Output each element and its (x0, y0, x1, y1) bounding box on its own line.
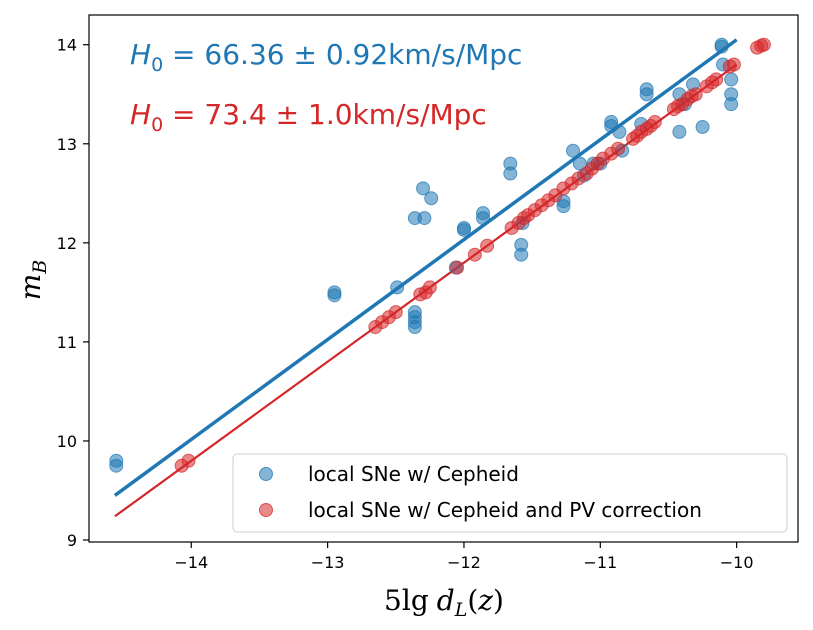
point-cepheid-37 (672, 124, 687, 139)
point-pv-48 (756, 37, 771, 52)
data-points (109, 37, 771, 473)
point-pv-34 (647, 114, 662, 129)
point-pv-11 (480, 238, 495, 253)
point-cepheid-17 (476, 211, 491, 226)
point-pv-10 (467, 247, 482, 262)
y-tick-label: 11 (57, 333, 77, 352)
point-cepheid-25 (566, 143, 581, 158)
annotation-h0-pv: H0 = 73.4 ± 1.0km/s/Mpc (130, 98, 487, 136)
point-cepheid-3 (327, 288, 342, 303)
point-cepheid-45 (724, 72, 739, 87)
y-tick-label: 9 (67, 531, 77, 550)
point-cepheid-47 (724, 97, 739, 112)
point-cepheid-12 (424, 191, 439, 206)
plot-frame (88, 14, 799, 543)
point-pv-40 (688, 87, 703, 102)
legend-label-cepheid: local SNe w/ Cepheid (308, 462, 519, 486)
y-tick-label: 12 (57, 234, 77, 253)
legend-marker-cepheid (259, 467, 273, 481)
fit-line-cepheid (113, 38, 738, 497)
point-pv-9 (450, 260, 465, 275)
x-tick-label: −14 (174, 553, 208, 572)
legend: local SNe w/ Cepheid local SNe w/ Cephei… (232, 453, 788, 533)
point-cepheid-32 (612, 124, 627, 139)
point-cepheid-24 (556, 199, 571, 214)
y-tick-label: 13 (57, 135, 77, 154)
legend-label-pv: local SNe w/ Cepheid and PV correction (308, 498, 702, 522)
x-tick-label: −11 (583, 553, 617, 572)
x-tick-label: −12 (447, 553, 481, 572)
point-cepheid-41 (695, 119, 710, 134)
point-pv-1 (181, 453, 196, 468)
y-tick-label: 10 (57, 432, 77, 451)
point-pv-5 (388, 305, 403, 320)
x-axis-ticks: −14 −13 −12 −11 −10 (174, 542, 754, 572)
x-tick-label: −10 (720, 553, 754, 572)
legend-marker-pv (259, 503, 273, 517)
x-tick-label: −13 (311, 553, 345, 572)
point-cepheid-15 (456, 220, 471, 235)
annotation-h0-cepheid: H0 = 66.36 ± 0.92km/s/Mpc (130, 38, 522, 76)
point-cepheid-11 (417, 211, 432, 226)
point-pv-43 (709, 72, 724, 87)
point-cepheid-1 (109, 458, 124, 473)
y-tick-label: 14 (57, 36, 77, 55)
point-cepheid-4 (390, 280, 405, 295)
point-pv-8 (422, 280, 437, 295)
point-pv-28 (611, 141, 626, 156)
x-axis-label: 5lg dL(z) (384, 584, 504, 621)
y-axis-label: mB (14, 260, 51, 301)
point-cepheid-10 (416, 181, 431, 196)
y-axis-ticks: 9 10 11 12 13 14 (57, 36, 89, 550)
point-cepheid-43 (714, 39, 729, 54)
point-pv-45 (726, 57, 741, 72)
point-cepheid-8 (407, 320, 422, 335)
point-cepheid-36 (639, 87, 654, 102)
point-cepheid-19 (503, 166, 518, 181)
point-cepheid-21 (514, 247, 529, 262)
legend-frame (232, 453, 788, 533)
